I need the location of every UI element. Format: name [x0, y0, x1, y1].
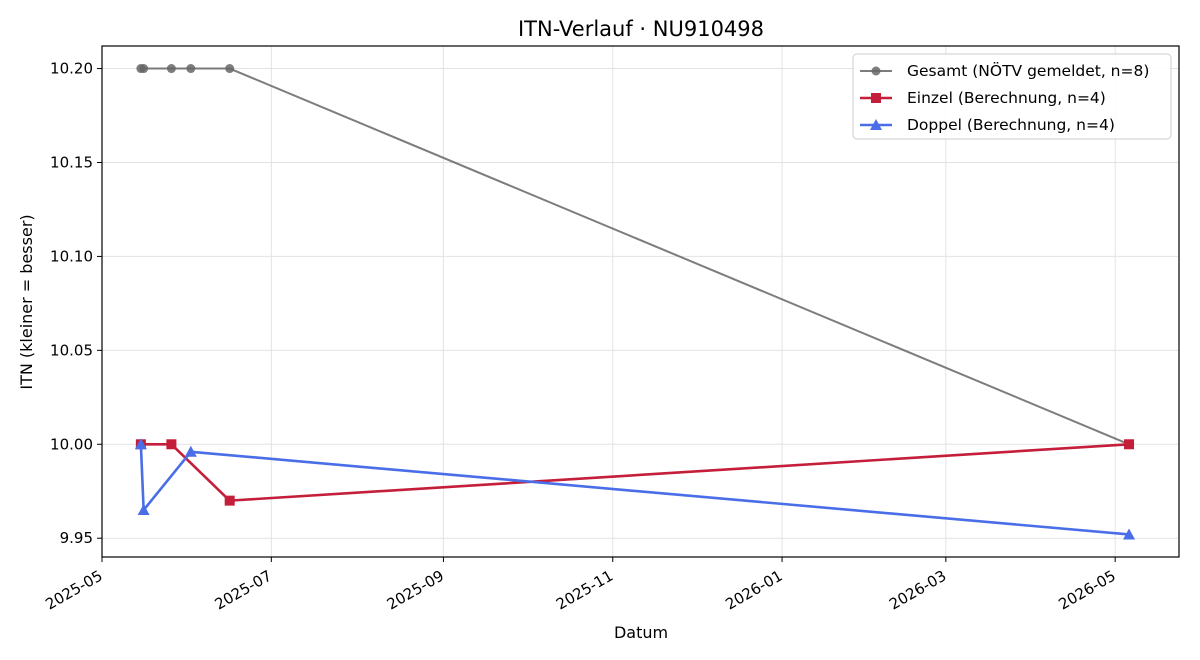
legend-marker: [870, 119, 882, 130]
x-tick-label: 2026-03: [886, 567, 949, 614]
legend-marker: [871, 66, 881, 76]
y-axis: 9.95 10.00 10.05 10.10 10.15 10.20: [50, 60, 102, 547]
x-tick-label: 2026-05: [1055, 567, 1118, 614]
x-tick-label: 2025-11: [553, 567, 616, 614]
data-point-einzel: [224, 495, 235, 506]
data-point-doppel: [134, 438, 147, 450]
x-tick-label: 2025-07: [212, 567, 275, 614]
legend-label: Einzel (Berechnung, n=4): [907, 89, 1106, 107]
data-point-einzel: [166, 439, 177, 450]
series-line-einzel: [140, 442, 1130, 502]
data-point-doppel: [137, 504, 150, 516]
legend-marker: [871, 93, 881, 103]
legend-label: Gesamt (NÖTV gemeldet, n=8): [907, 61, 1149, 80]
y-tick-label: 9.95: [60, 529, 93, 547]
series-doppel: [134, 438, 1136, 540]
x-axis: 2025-05 2025-07 2025-09 2025-11 2026-01 2026-…: [42, 557, 1119, 614]
data-point-gesamt: [225, 64, 235, 74]
data-point-doppel: [1123, 528, 1136, 540]
y-tick-label: 10.00: [50, 435, 93, 453]
chart-title: ITN-Verlauf · NU910498: [518, 17, 764, 41]
y-tick-label: 10.20: [50, 60, 93, 78]
x-tick-label: 2025-09: [384, 567, 447, 614]
legend-label: Doppel (Berechnung, n=4): [907, 116, 1115, 134]
x-tick-label: 2026-01: [722, 567, 785, 614]
series-layer: [134, 64, 1136, 540]
y-tick-label: 10.05: [50, 341, 93, 359]
y-axis-label: ITN (kleiner = besser): [17, 214, 36, 389]
legend-box: [852, 53, 1172, 140]
y-tick-label: 10.10: [50, 247, 93, 265]
y-tick-label: 10.15: [50, 153, 93, 171]
series-line-doppel: [139, 444, 1130, 536]
x-tick-label: 2025-05: [42, 567, 105, 614]
data-point-einzel: [1124, 439, 1135, 450]
legend: Gesamt (NÖTV gemeldet, n=8) Einzel (Berec…: [852, 53, 1172, 140]
x-axis-label: Datum: [614, 623, 668, 642]
series-einzel: [135, 439, 1135, 506]
data-point-gesamt: [186, 64, 196, 74]
data-point-gesamt: [139, 64, 149, 74]
plot-frame: [101, 45, 1180, 558]
data-point-doppel: [184, 445, 197, 457]
data-point-gesamt: [166, 64, 176, 74]
